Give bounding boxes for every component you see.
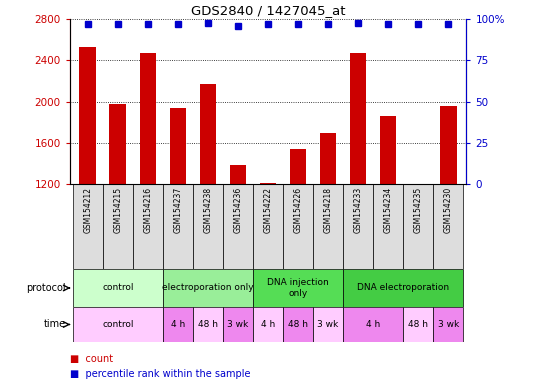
Text: GSM154236: GSM154236 — [234, 187, 242, 233]
Text: GSM154226: GSM154226 — [294, 187, 302, 233]
Text: DNA injection
only: DNA injection only — [267, 278, 329, 298]
Bar — [343, 184, 373, 269]
Text: GSM154215: GSM154215 — [113, 187, 122, 233]
Text: GSM154234: GSM154234 — [384, 187, 393, 233]
Bar — [193, 307, 223, 342]
Bar — [139, 53, 156, 184]
Text: control: control — [102, 320, 133, 329]
Bar — [350, 53, 367, 184]
Text: 4 h: 4 h — [261, 320, 275, 329]
Bar — [193, 184, 223, 269]
Bar — [283, 184, 313, 269]
Bar — [320, 133, 337, 184]
Text: control: control — [102, 283, 133, 293]
Bar — [380, 116, 397, 184]
Text: GSM154212: GSM154212 — [83, 187, 92, 233]
Bar — [133, 184, 163, 269]
Bar — [403, 307, 433, 342]
Text: 48 h: 48 h — [198, 320, 218, 329]
Bar — [230, 165, 246, 184]
Bar — [223, 307, 253, 342]
Text: ■  percentile rank within the sample: ■ percentile rank within the sample — [70, 369, 250, 379]
Text: time: time — [43, 319, 66, 329]
Bar — [73, 184, 103, 269]
Bar — [253, 269, 343, 307]
Bar — [163, 307, 193, 342]
Bar — [343, 307, 403, 342]
Bar — [410, 184, 427, 185]
Text: DNA electroporation: DNA electroporation — [357, 283, 449, 293]
Text: GSM154237: GSM154237 — [173, 187, 182, 233]
Bar — [440, 106, 457, 184]
Text: electroporation only: electroporation only — [162, 283, 254, 293]
Text: 4 h: 4 h — [171, 320, 185, 329]
Bar — [253, 184, 283, 269]
Bar — [73, 269, 163, 307]
Text: 3 wk: 3 wk — [227, 320, 249, 329]
Bar — [103, 184, 133, 269]
Bar — [109, 104, 126, 184]
Bar — [403, 184, 433, 269]
Bar — [260, 183, 276, 184]
Text: GSM154230: GSM154230 — [444, 187, 453, 233]
Bar — [343, 269, 463, 307]
Text: ■  count: ■ count — [70, 354, 113, 364]
Bar — [283, 307, 313, 342]
Bar — [373, 184, 403, 269]
Text: 3 wk: 3 wk — [438, 320, 459, 329]
Text: GSM154233: GSM154233 — [354, 187, 363, 233]
Bar — [253, 307, 283, 342]
Text: 4 h: 4 h — [366, 320, 381, 329]
Text: 48 h: 48 h — [408, 320, 428, 329]
Bar — [433, 184, 463, 269]
Bar — [163, 269, 253, 307]
Bar — [199, 84, 216, 184]
Text: 48 h: 48 h — [288, 320, 308, 329]
Text: protocol: protocol — [26, 283, 66, 293]
Text: GSM154218: GSM154218 — [324, 187, 333, 233]
Title: GDS2840 / 1427045_at: GDS2840 / 1427045_at — [191, 3, 345, 17]
Bar — [290, 149, 306, 184]
Bar — [313, 307, 343, 342]
Bar — [169, 108, 186, 184]
Bar — [79, 47, 96, 184]
Bar — [163, 184, 193, 269]
Bar — [433, 307, 463, 342]
Text: 3 wk: 3 wk — [317, 320, 339, 329]
Text: GSM154238: GSM154238 — [203, 187, 212, 233]
Text: GSM154216: GSM154216 — [143, 187, 152, 233]
Text: GSM154222: GSM154222 — [264, 187, 272, 233]
Bar — [313, 184, 343, 269]
Bar — [73, 307, 163, 342]
Bar — [223, 184, 253, 269]
Text: GSM154235: GSM154235 — [414, 187, 423, 233]
